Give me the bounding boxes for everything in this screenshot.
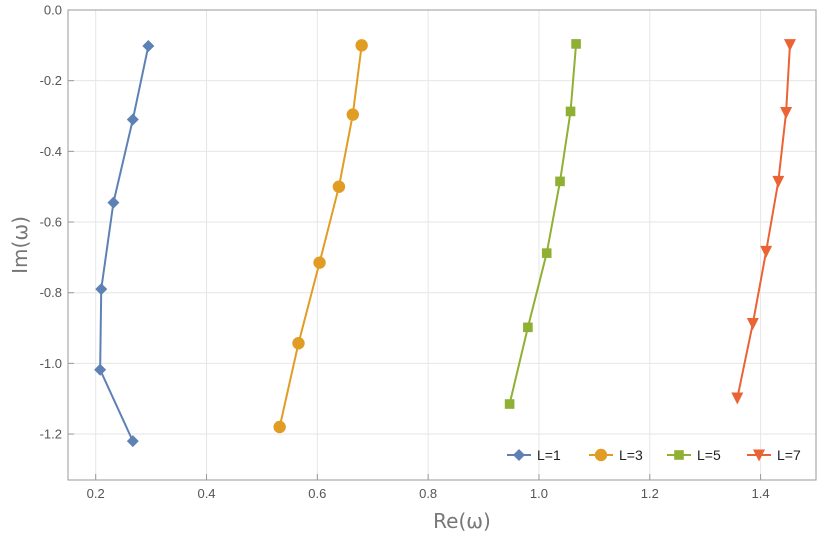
y-tick-label: -0.8: [40, 285, 62, 300]
x-tick-label: 0.6: [308, 486, 326, 501]
x-axis-title: Re(ω): [433, 509, 491, 533]
x-tick-label: 0.4: [197, 486, 215, 501]
x-tick-label: 1.2: [641, 486, 659, 501]
y-tick-label: -1.2: [40, 427, 62, 442]
data-point: [731, 392, 744, 405]
y-axis-title: Im(ω): [8, 216, 32, 274]
x-tick-label: 1.0: [530, 486, 548, 501]
data-point: [142, 40, 155, 53]
series-line: [278, 45, 363, 428]
data-point: [555, 176, 565, 187]
y-tick-label: -1.0: [40, 356, 62, 371]
data-point: [760, 245, 773, 258]
data-point: [313, 256, 326, 269]
data-point: [95, 283, 108, 296]
legend-marker: [513, 449, 525, 461]
series-line: [736, 44, 791, 399]
data-point: [772, 175, 785, 188]
grid: [68, 9, 816, 480]
data-point: [107, 196, 120, 209]
data-point: [273, 420, 286, 434]
legend-label: L=5: [697, 447, 721, 463]
series-l-5: [504, 39, 581, 409]
legend-item: L=1: [507, 447, 561, 463]
data-point: [332, 180, 346, 193]
legend-marker: [674, 450, 684, 460]
data-point: [94, 363, 107, 376]
series-line: [99, 45, 150, 442]
series-l-7: [731, 39, 796, 405]
plot-frame: [67, 9, 817, 481]
data-point: [565, 106, 576, 117]
x-tick-label: 0.2: [87, 486, 105, 501]
legend: L=1 L=3 L=5 L=7: [507, 447, 801, 463]
legend-marker: [753, 449, 765, 462]
y-tick-label: -0.4: [40, 144, 62, 159]
data-point: [504, 399, 515, 409]
series-line: [508, 43, 578, 405]
data-point: [126, 113, 139, 126]
data-point: [780, 106, 793, 119]
legend-label: L=3: [619, 447, 643, 463]
ticks: 0.2 0.4 0.6 0.8 1.0 1.2 1.4 0.0 -0.2 -0.4 -0.6 -0.8…: [40, 3, 770, 502]
data-point: [292, 337, 305, 350]
data-point: [126, 435, 139, 448]
legend-marker: [594, 448, 608, 462]
data-point: [346, 108, 359, 121]
data-point: [783, 39, 796, 52]
data-point: [571, 39, 581, 49]
data-point: [746, 317, 759, 330]
y-tick-label: -0.2: [40, 73, 62, 88]
data-point: [355, 39, 368, 52]
data-point: [523, 322, 533, 333]
legend-item: L=7: [747, 447, 801, 463]
series-layer: [94, 39, 796, 448]
y-tick-label: 0.0: [44, 3, 62, 18]
legend-item: L=5: [667, 447, 721, 463]
legend-label: L=1: [537, 447, 561, 463]
y-tick-label: -0.6: [40, 215, 62, 230]
series-l-3: [273, 39, 368, 434]
series-l-1: [94, 40, 155, 448]
data-point: [541, 248, 552, 258]
x-tick-label: 0.8: [419, 486, 437, 501]
legend-label: L=7: [777, 447, 801, 463]
x-tick-label: 1.4: [752, 486, 770, 501]
legend-item: L=3: [589, 447, 643, 463]
